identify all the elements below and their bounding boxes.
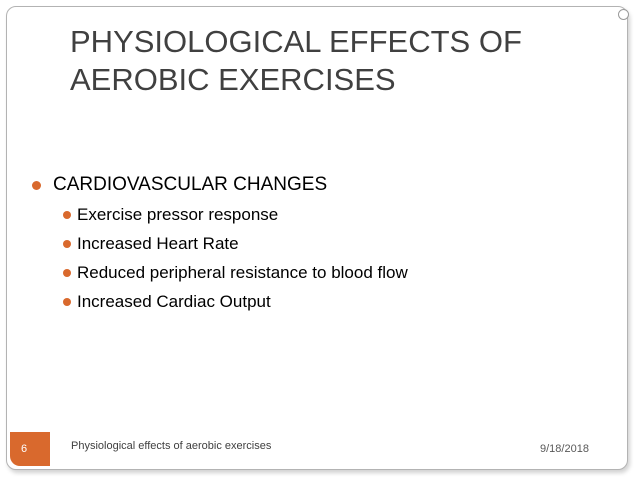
- sub-bullet-item: Exercise pressor response: [63, 200, 408, 229]
- bullet-dot-icon: [32, 180, 41, 190]
- sub-bullet-text: Reduced peripheral resistance to blood f…: [77, 263, 408, 282]
- sub-bullet-text: Exercise pressor response: [77, 205, 279, 224]
- sub-bullet-item: Increased Cardiac Output: [63, 287, 408, 316]
- bullet-item-level1: CARDIOVASCULAR CHANGES: [32, 172, 408, 198]
- bullet-dot-icon: [63, 297, 71, 306]
- corner-circle-icon: [618, 9, 629, 20]
- slide-frame: [6, 6, 628, 470]
- bullet-list: CARDIOVASCULAR CHANGES Exercise pressor …: [32, 172, 408, 316]
- bullet-dot-icon: [63, 239, 71, 248]
- bullet-dot-icon: [63, 210, 71, 219]
- bullet-text: CARDIOVASCULAR CHANGES: [53, 174, 328, 195]
- bullet-dot-icon: [63, 268, 71, 277]
- sub-bullet-text: Increased Cardiac Output: [77, 292, 271, 311]
- sub-bullet-text: Increased Heart Rate: [77, 234, 239, 253]
- slide-number-badge: 6: [10, 432, 50, 466]
- footer-title: Physiological effects of aerobic exercis…: [71, 440, 272, 452]
- sub-bullet-item: Increased Heart Rate: [63, 229, 408, 258]
- sub-bullet-list: Exercise pressor response Increased Hear…: [32, 200, 408, 316]
- slide-number: 6: [20, 443, 28, 455]
- footer-date: 9/18/2018: [540, 443, 589, 455]
- sub-bullet-item: Reduced peripheral resistance to blood f…: [63, 258, 408, 287]
- slide-title: PHYSIOLOGICAL EFFECTS OF AEROBIC EXERCIS…: [70, 24, 522, 97]
